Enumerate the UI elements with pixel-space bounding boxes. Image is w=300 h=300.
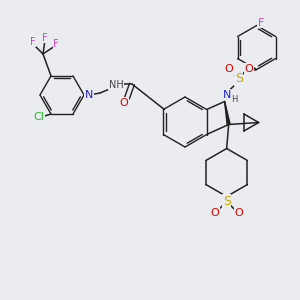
Text: O: O bbox=[120, 98, 128, 108]
Text: Cl: Cl bbox=[34, 112, 44, 122]
Text: O: O bbox=[210, 208, 219, 218]
Text: O: O bbox=[224, 64, 233, 74]
Text: S: S bbox=[235, 72, 243, 85]
Text: H: H bbox=[232, 95, 238, 104]
Text: F: F bbox=[42, 33, 48, 43]
Text: O: O bbox=[234, 208, 243, 218]
Text: F: F bbox=[257, 17, 264, 28]
Text: NH: NH bbox=[109, 80, 123, 90]
Text: F: F bbox=[53, 39, 59, 49]
Text: F: F bbox=[30, 37, 36, 47]
Text: O: O bbox=[244, 64, 253, 74]
Text: N: N bbox=[85, 90, 93, 100]
Text: N: N bbox=[223, 89, 231, 100]
Polygon shape bbox=[225, 101, 230, 125]
Text: S: S bbox=[223, 195, 231, 208]
